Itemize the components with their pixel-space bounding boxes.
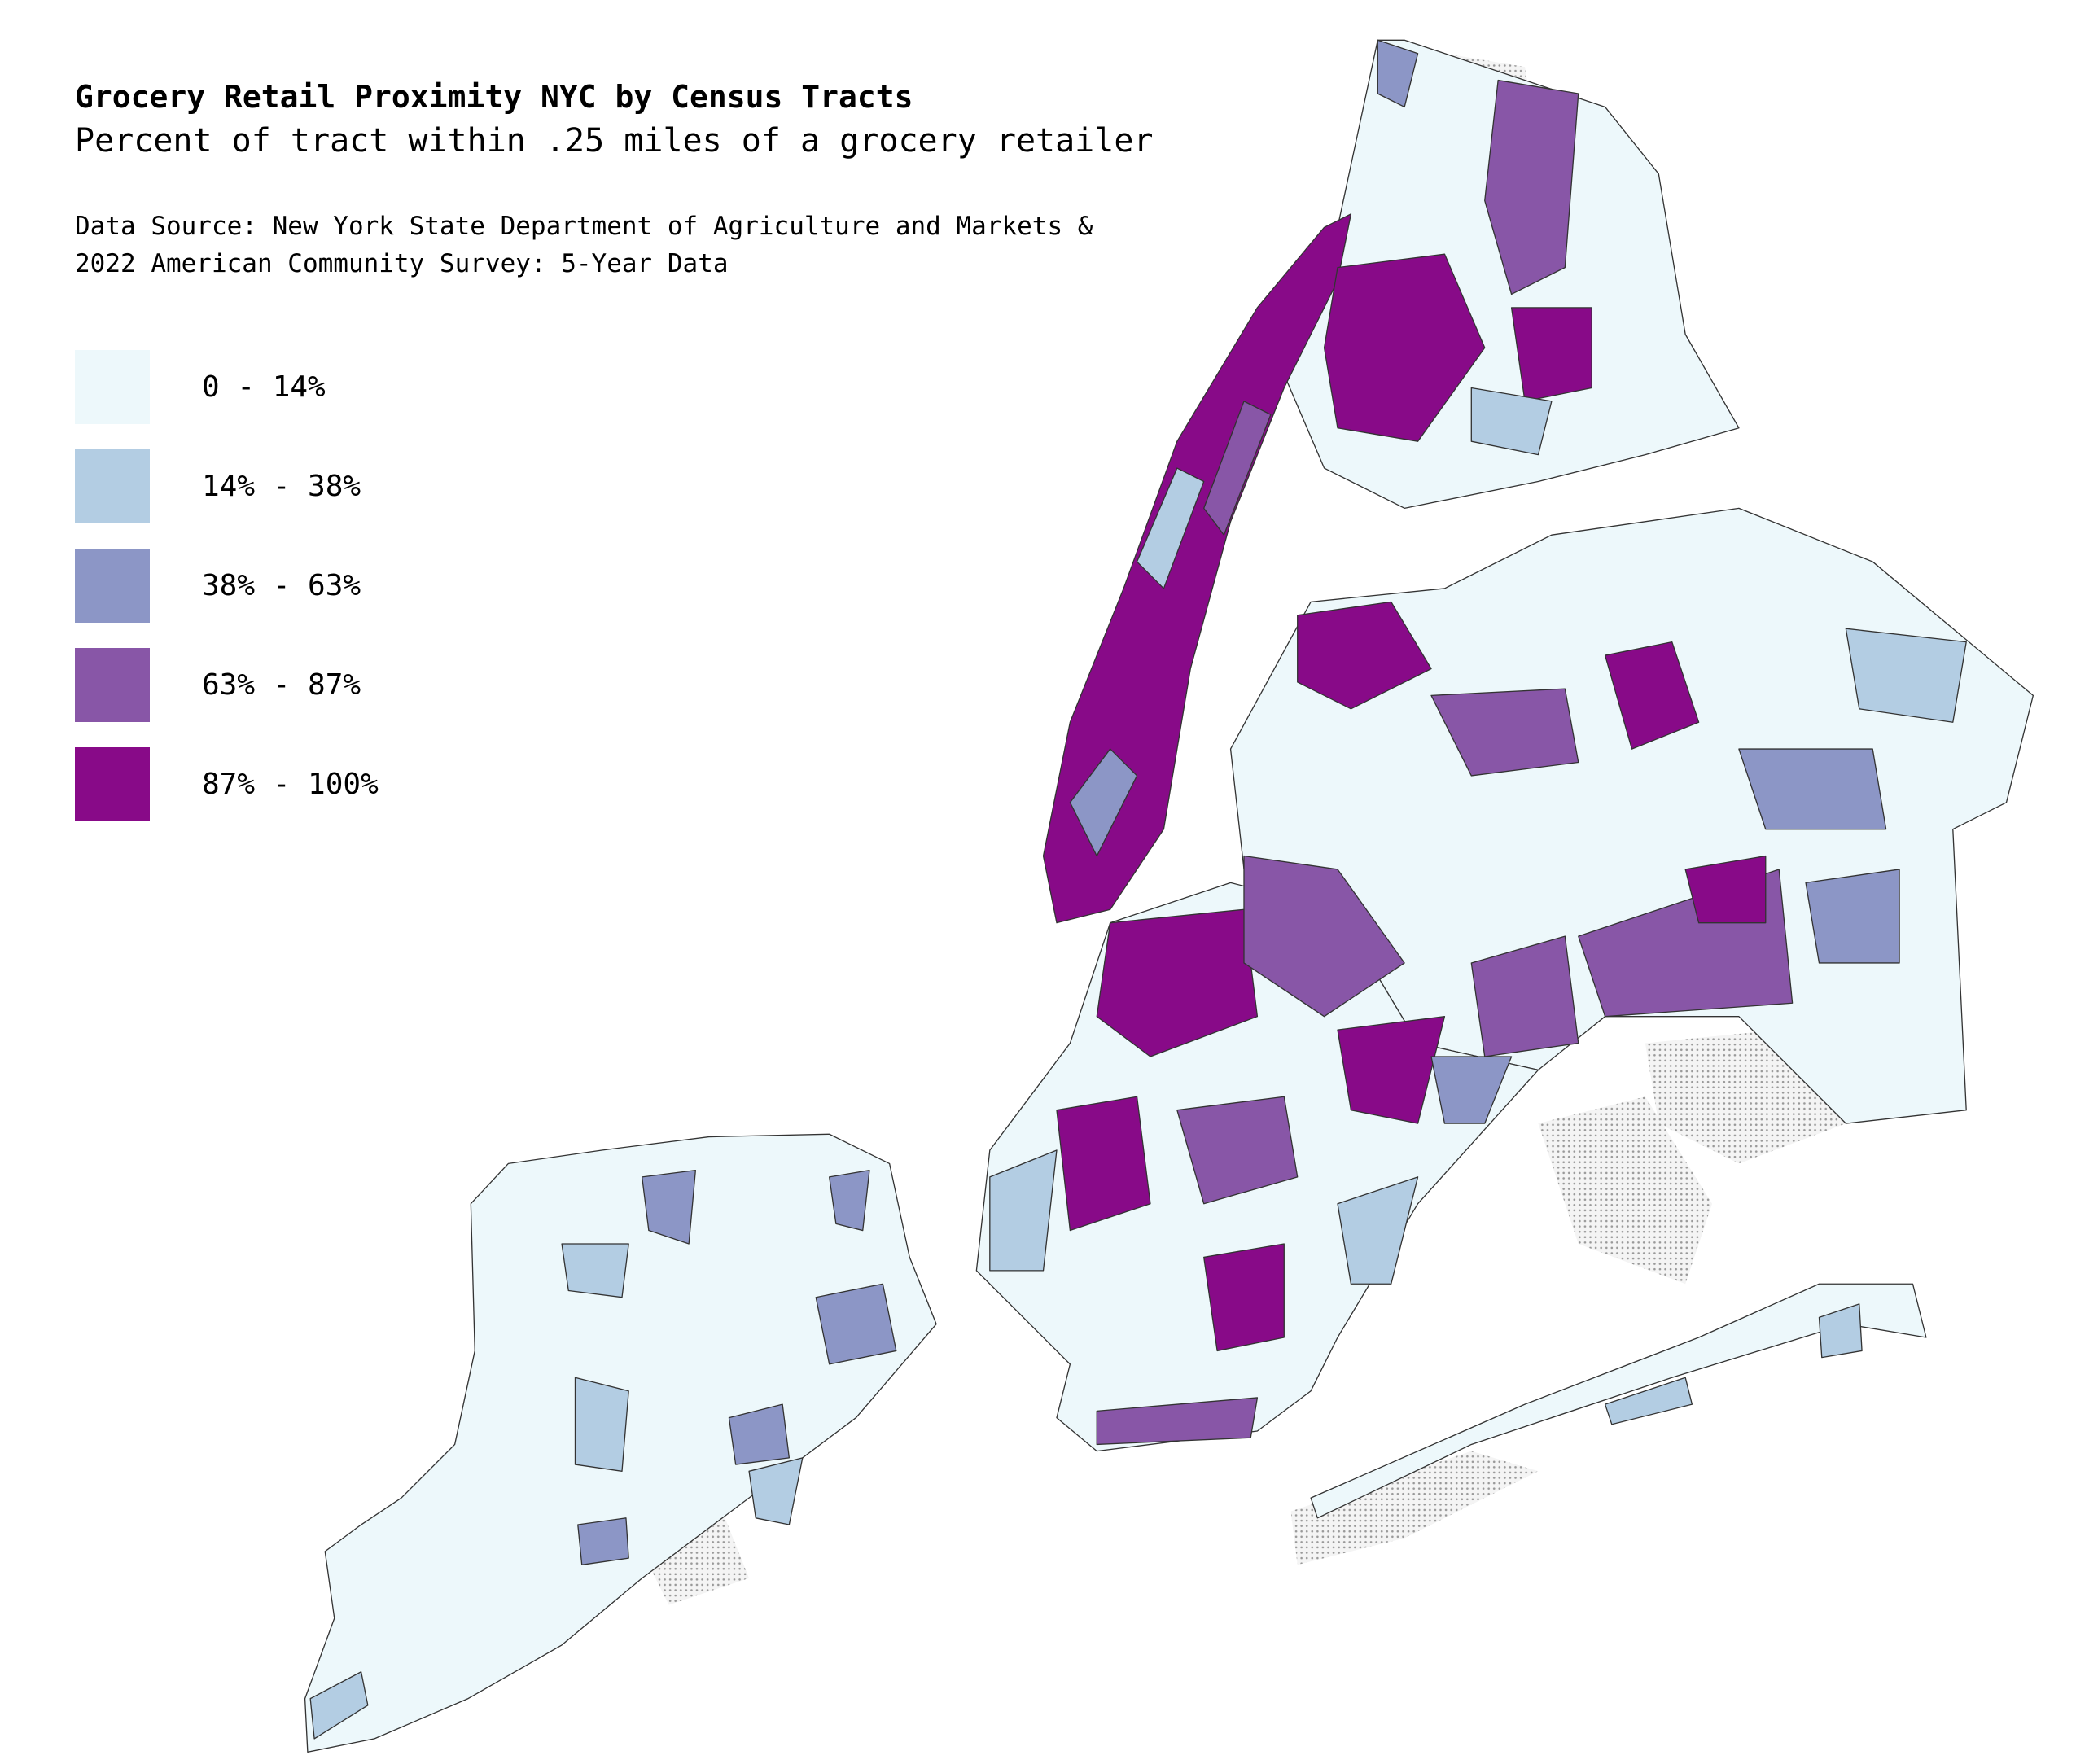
tract-cluster [574,1377,629,1472]
legend-label: 38% - 63% [202,569,361,602]
tract-cluster [1243,855,1405,1018]
tract-cluster [1176,1096,1299,1205]
tract-cluster [1096,1397,1259,1446]
tract-cluster [1738,748,1887,830]
legend-label: 63% - 87% [202,668,361,702]
source-line: 2022 American Community Survey: 5-Year D… [75,249,729,278]
tract-cluster [1056,1096,1151,1232]
tract-cluster [1604,1377,1693,1425]
tract-cluster [1069,748,1138,857]
subtitle: Percent of tract within .25 miles of a g… [75,122,1154,160]
tract-cluster [748,1457,804,1525]
legend: 0 - 14% 14% - 38% 38% - 63% 63% - 87% 87% - … [75,350,379,821]
tract-cluster [1470,387,1553,456]
tract-cluster [1805,869,1900,964]
tract-cluster [1604,641,1700,750]
tract-cluster [1203,1243,1285,1352]
tract-cluster [1430,1056,1513,1124]
tract-cluster [1430,688,1579,777]
tract-cluster [1684,855,1767,924]
tract-cluster [1470,935,1579,1057]
tract-cluster [1136,467,1205,589]
tract-cluster [1203,401,1272,536]
tract-cluster [309,1671,369,1740]
tract-cluster [1510,307,1592,402]
source-line: Data Source: New York State Department o… [75,212,1093,241]
title: Grocery Retail Proximity NYC by Census T… [75,79,913,115]
map [304,39,2034,1753]
park [1290,1451,1539,1565]
manhattan [1042,213,1352,924]
tract-cluster [1337,1176,1419,1285]
tract-cluster [1337,1016,1446,1124]
rockaway [1310,1283,1927,1519]
legend-label: 14% - 38% [202,470,361,503]
tract-cluster [1818,1303,1863,1359]
tract-cluster [989,1149,1058,1272]
legend-label: 87% - 100% [202,768,379,801]
legend-swatch [75,549,150,623]
park [642,1511,750,1605]
tract-cluster [815,1283,897,1365]
tract-cluster [1096,908,1259,1057]
legend-swatch [75,449,150,523]
legend-swatch [75,350,150,424]
tract-cluster [1297,601,1432,710]
tract-cluster [561,1243,629,1298]
tract-cluster [829,1169,870,1232]
tract-cluster [1845,628,1967,723]
legend-label: 0 - 14% [202,370,326,404]
tract-cluster [1484,79,1579,295]
tract-cluster [641,1169,697,1245]
tract-cluster [1323,253,1486,442]
legend-swatch [75,648,150,722]
tract-cluster [1377,39,1419,108]
park [1538,1096,1713,1285]
legend-swatch [75,747,150,821]
tract-cluster [728,1403,791,1465]
tract-cluster [577,1517,629,1565]
